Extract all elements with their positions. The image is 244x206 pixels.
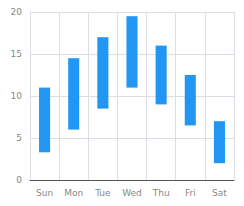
- svg-text:Tue: Tue: [94, 188, 111, 198]
- svg-text:Fri: Fri: [185, 188, 196, 198]
- svg-text:0: 0: [16, 175, 22, 185]
- svg-text:Wed: Wed: [122, 188, 142, 198]
- svg-text:Sat: Sat: [212, 188, 227, 198]
- svg-text:Mon: Mon: [64, 188, 83, 198]
- svg-text:20: 20: [11, 7, 23, 17]
- svg-text:10: 10: [11, 91, 23, 101]
- svg-text:Thu: Thu: [152, 188, 170, 198]
- svg-text:15: 15: [11, 49, 22, 59]
- svg-text:5: 5: [16, 133, 22, 143]
- svg-text:Sun: Sun: [36, 188, 53, 198]
